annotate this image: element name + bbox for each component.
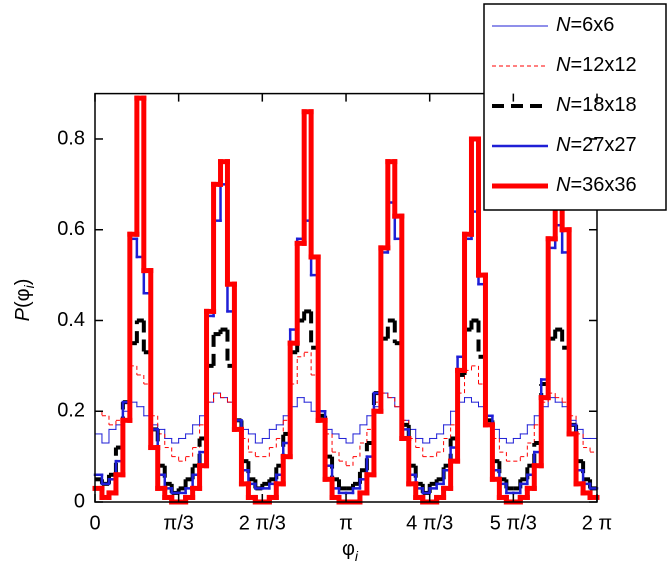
x-tick-label: 5 π/3 — [490, 512, 537, 534]
plot-area — [92, 95, 600, 505]
legend-label: N=12x12 — [556, 54, 637, 76]
x-tick-label: 4 π/3 — [406, 512, 453, 534]
x-tick-label: π — [339, 512, 353, 534]
x-axis-label: φi — [342, 538, 359, 563]
x-tick-label: 2 π/3 — [239, 512, 286, 534]
x-tick-label: 2 π — [582, 512, 612, 534]
legend-label: N=18x18 — [556, 94, 637, 116]
x-tick-label: 0 — [89, 512, 100, 534]
y-tick-label: 0.8 — [57, 127, 85, 149]
y-axis-label: P(φi) — [12, 279, 36, 322]
legend-label: N=27x27 — [556, 134, 637, 156]
y-tick-label: 0 — [74, 490, 85, 512]
y-tick-label: 0.6 — [57, 218, 85, 240]
legend: N=6x6 N=12x12 N=18x18 N=27x27 N=36x36 — [483, 3, 667, 211]
y-tick-label: 0.2 — [57, 400, 85, 422]
x-tick-label: π/3 — [163, 512, 193, 534]
legend-label: N=36x36 — [556, 174, 637, 196]
series — [92, 95, 600, 505]
y-tick-label: 0.4 — [57, 309, 85, 331]
legend-label: N=6x6 — [556, 14, 614, 36]
